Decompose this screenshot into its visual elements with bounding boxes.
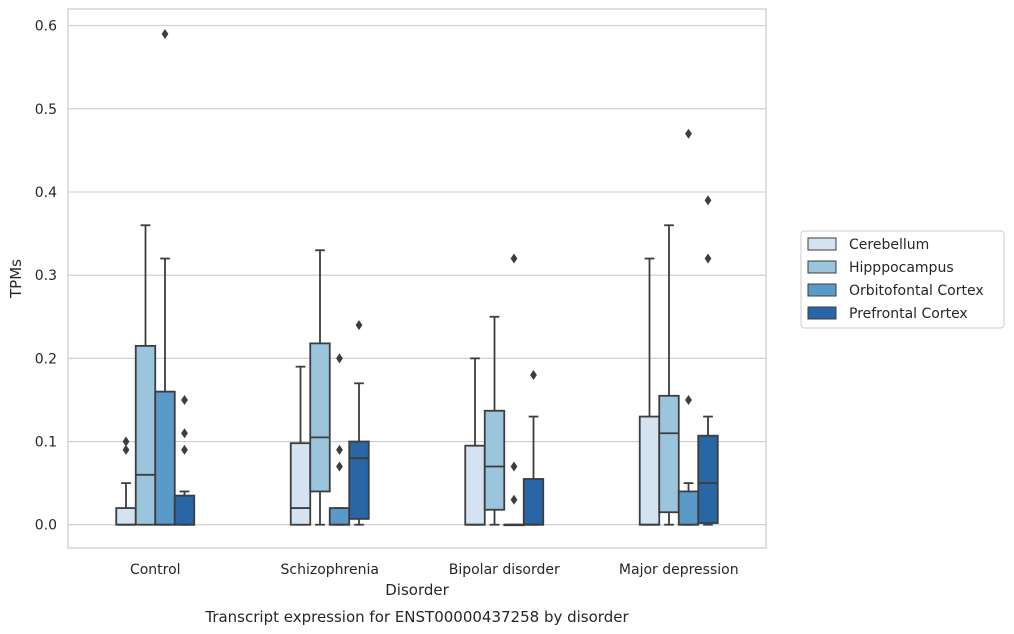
box-orbitofontal-cortex-1 [328, 353, 351, 526]
box-prefrontal-cortex-2 [522, 369, 545, 526]
box-prefrontal-cortex-3 [697, 195, 719, 526]
flier-point [336, 461, 343, 472]
box-cerebellum-0 [115, 436, 137, 526]
flier-point [530, 369, 537, 380]
flier-point [181, 394, 188, 405]
legend-frame [800, 230, 1005, 329]
x-tick-label: Control [130, 562, 181, 578]
y-axis-label: TPMs [7, 259, 25, 299]
legend-swatch [807, 283, 837, 297]
flier-point [355, 320, 363, 331]
box-iqr [677, 490, 700, 526]
flier-point [510, 494, 518, 505]
y-tick-label: 0.0 [35, 518, 57, 534]
legend-swatch [807, 306, 837, 320]
box-iqr [328, 507, 351, 526]
box-iqr [309, 342, 331, 493]
box-iqr [522, 478, 545, 526]
box-prefrontal-cortex-0 [173, 394, 196, 526]
x-axis-label: Disorder [385, 581, 449, 599]
legend: Cerebellum Hipppocampus Orbitofontal Corte… [800, 230, 1005, 329]
y-tick-label: 0.5 [35, 102, 57, 118]
y-tick-label: 0.4 [35, 185, 57, 201]
flier-point [510, 253, 518, 264]
box-cerebellum-3 [638, 257, 661, 526]
flier-point [704, 195, 712, 206]
legend-entry: Orbitofontal Cortex [849, 283, 984, 299]
box-iqr [638, 415, 661, 526]
box-iqr [154, 390, 176, 526]
box-hipppocampus-2 [483, 315, 506, 526]
legend-swatch [807, 260, 837, 274]
y-tick-label: 0.1 [35, 435, 57, 451]
flier-point [704, 253, 712, 264]
x-tick-label: Major depression [619, 562, 739, 578]
legend-entry: Cerebellum [849, 237, 929, 253]
y-axis-ticks: 0.0 0.1 0.2 0.3 0.4 0.5 0.6 [35, 19, 57, 534]
box-series [115, 28, 719, 527]
box-cerebellum-2 [464, 357, 486, 526]
box-iqr [134, 344, 157, 526]
flier-point [336, 444, 343, 455]
box-orbitofontal-cortex-0 [154, 28, 176, 526]
box-prefrontal-cortex-1 [348, 320, 370, 526]
box-orbitofontal-cortex-3 [677, 128, 700, 526]
box-iqr [483, 409, 506, 511]
box-hipppocampus-3 [658, 224, 680, 526]
x-axis-ticks: Control Schizophrenia Bipolar disorder Majo… [130, 562, 739, 578]
box-iqr [348, 440, 370, 520]
box-iqr [464, 444, 486, 526]
x-tick-label: Bipolar disorder [449, 562, 560, 578]
flier-point [336, 353, 343, 364]
flier-point [685, 128, 692, 139]
y-tick-label: 0.2 [35, 351, 57, 367]
flier-point [685, 394, 692, 405]
legend-entry: Prefrontal Cortex [849, 306, 968, 322]
chart-caption: Transcript expression for ENST0000043725… [204, 608, 629, 626]
y-tick-label: 0.3 [35, 268, 57, 284]
y-tick-label: 0.6 [35, 19, 57, 35]
box-orbitofontal-cortex-2 [503, 253, 525, 527]
box-iqr [697, 434, 719, 524]
flier-point [122, 436, 130, 447]
flier-point [510, 461, 518, 472]
box-iqr [173, 494, 196, 526]
grid-lines [68, 25, 766, 526]
legend-swatch [807, 237, 837, 251]
box-iqr [658, 394, 680, 514]
box-hipppocampus-0 [134, 224, 157, 526]
plot-frame [67, 8, 767, 549]
box-iqr [289, 442, 312, 526]
flier-point [161, 28, 169, 39]
legend-entry: Hipppocampus [849, 260, 954, 276]
flier-point [122, 444, 130, 455]
flier-point [181, 444, 188, 455]
box-cerebellum-1 [289, 365, 312, 526]
box-hipppocampus-1 [309, 249, 331, 526]
box-iqr [115, 507, 137, 526]
x-tick-label: Schizophrenia [281, 562, 379, 578]
flier-point [181, 428, 188, 439]
